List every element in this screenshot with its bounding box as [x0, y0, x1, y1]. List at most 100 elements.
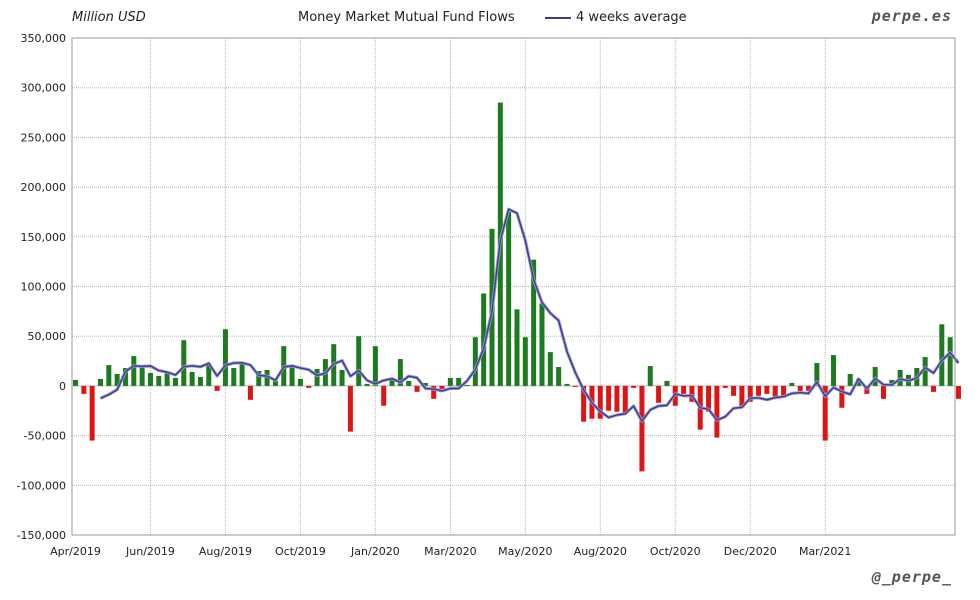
flow-bar	[556, 367, 562, 386]
flow-bar	[97, 378, 103, 386]
flow-bar	[264, 369, 270, 386]
flow-bar	[606, 385, 612, 411]
flow-bar	[197, 376, 203, 386]
flow-bar	[881, 385, 887, 399]
x-tick-label: Aug/2020	[574, 545, 627, 558]
flow-bar	[73, 379, 78, 386]
site-watermark: perpe.es	[871, 7, 952, 25]
flow-bar	[647, 366, 653, 386]
legend-average-swatch	[545, 17, 571, 19]
flow-bar	[456, 377, 462, 386]
flow-bar	[631, 385, 637, 388]
flow-bar	[664, 380, 670, 386]
flow-bar	[789, 382, 795, 386]
x-tick-label: Jan/2020	[350, 545, 400, 558]
flow-bar	[706, 385, 712, 412]
flow-bar	[464, 384, 470, 386]
x-tick-label: Aug/2019	[199, 545, 252, 558]
flow-bar	[214, 385, 220, 391]
flow-bar	[364, 383, 370, 386]
y-tick-label: -100,000	[17, 479, 66, 492]
flow-bar	[439, 385, 445, 389]
flow-bar	[872, 367, 878, 386]
flow-bar	[156, 375, 162, 386]
flow-bar	[764, 385, 770, 394]
flow-bar	[547, 352, 553, 386]
flow-bar	[514, 309, 520, 386]
flow-bar	[122, 368, 128, 386]
flow-bar	[831, 355, 837, 386]
y-tick-label: 0	[59, 380, 66, 393]
x-tick-label: May/2020	[498, 545, 552, 558]
flow-bar	[531, 259, 537, 386]
flow-bar	[639, 385, 645, 472]
flow-bar	[722, 385, 728, 388]
flow-bar	[297, 378, 303, 386]
flow-bar	[564, 383, 570, 386]
flow-bar	[272, 380, 278, 386]
y-tick-label: 200,000	[21, 181, 67, 194]
x-tick-label: Jun/2019	[125, 545, 175, 558]
y-tick-label: 250,000	[21, 131, 67, 144]
flow-bar	[406, 380, 412, 386]
grid-lines	[72, 37, 955, 536]
y-unit-label: Million USD	[72, 10, 146, 25]
flow-bar	[472, 337, 478, 386]
flow-bar	[206, 364, 212, 386]
author-handle: @_perpe_	[871, 568, 952, 586]
flow-bar	[797, 385, 803, 391]
plot-frame	[71, 37, 956, 536]
flow-bar	[356, 336, 362, 386]
y-tick-label: 150,000	[21, 231, 67, 244]
flow-bar	[939, 324, 945, 386]
flow-bar	[781, 385, 787, 398]
flow-bar	[239, 363, 245, 386]
average-line-layer	[99, 207, 960, 423]
y-tick-label: 300,000	[21, 82, 67, 95]
flow-bar	[689, 385, 695, 402]
flow-bar	[847, 373, 853, 386]
flow-bar	[164, 372, 170, 386]
flow-bar	[756, 385, 762, 396]
flow-bar	[947, 337, 953, 386]
flow-bar	[614, 385, 620, 412]
flow-bar	[572, 385, 578, 387]
flow-bar	[222, 329, 228, 386]
flow-bar	[422, 382, 428, 386]
flow-bar	[172, 377, 178, 386]
flow-bar	[839, 385, 845, 408]
flow-bar	[181, 340, 187, 386]
x-tick-label: Oct/2020	[650, 545, 701, 558]
flow-bar	[314, 369, 320, 386]
flow-bar	[106, 365, 112, 386]
y-tick-label: -150,000	[17, 529, 66, 542]
flow-bar	[431, 385, 437, 399]
flow-bar	[372, 346, 378, 386]
y-tick-label: -50,000	[24, 430, 66, 443]
flow-bar	[681, 385, 687, 394]
x-tick-label: Oct/2019	[275, 545, 326, 558]
y-tick-label: 350,000	[21, 32, 67, 45]
average-line-halo	[99, 207, 960, 423]
flow-bar	[806, 385, 812, 391]
flow-bar	[739, 385, 745, 408]
flow-bar	[397, 359, 403, 386]
flow-bar	[772, 385, 778, 399]
average-line	[100, 208, 960, 422]
x-tick-label: Mar/2020	[424, 545, 476, 558]
flow-bar	[597, 385, 603, 419]
flow-bar	[822, 385, 828, 441]
x-tick-label: Dec/2020	[724, 545, 777, 558]
flow-bar	[522, 337, 528, 386]
flow-bar	[339, 369, 345, 386]
legend-average-label: 4 weeks average	[576, 10, 687, 25]
flow-bar	[955, 385, 961, 399]
chart-title: Money Market Mutual Fund Flows	[298, 10, 515, 25]
flow-bar	[856, 378, 862, 386]
flow-bar	[147, 372, 153, 386]
flow-bar	[506, 211, 512, 386]
x-tick-label: Apr/2019	[50, 545, 101, 558]
flow-bar	[714, 385, 720, 438]
flow-bar	[89, 385, 95, 441]
